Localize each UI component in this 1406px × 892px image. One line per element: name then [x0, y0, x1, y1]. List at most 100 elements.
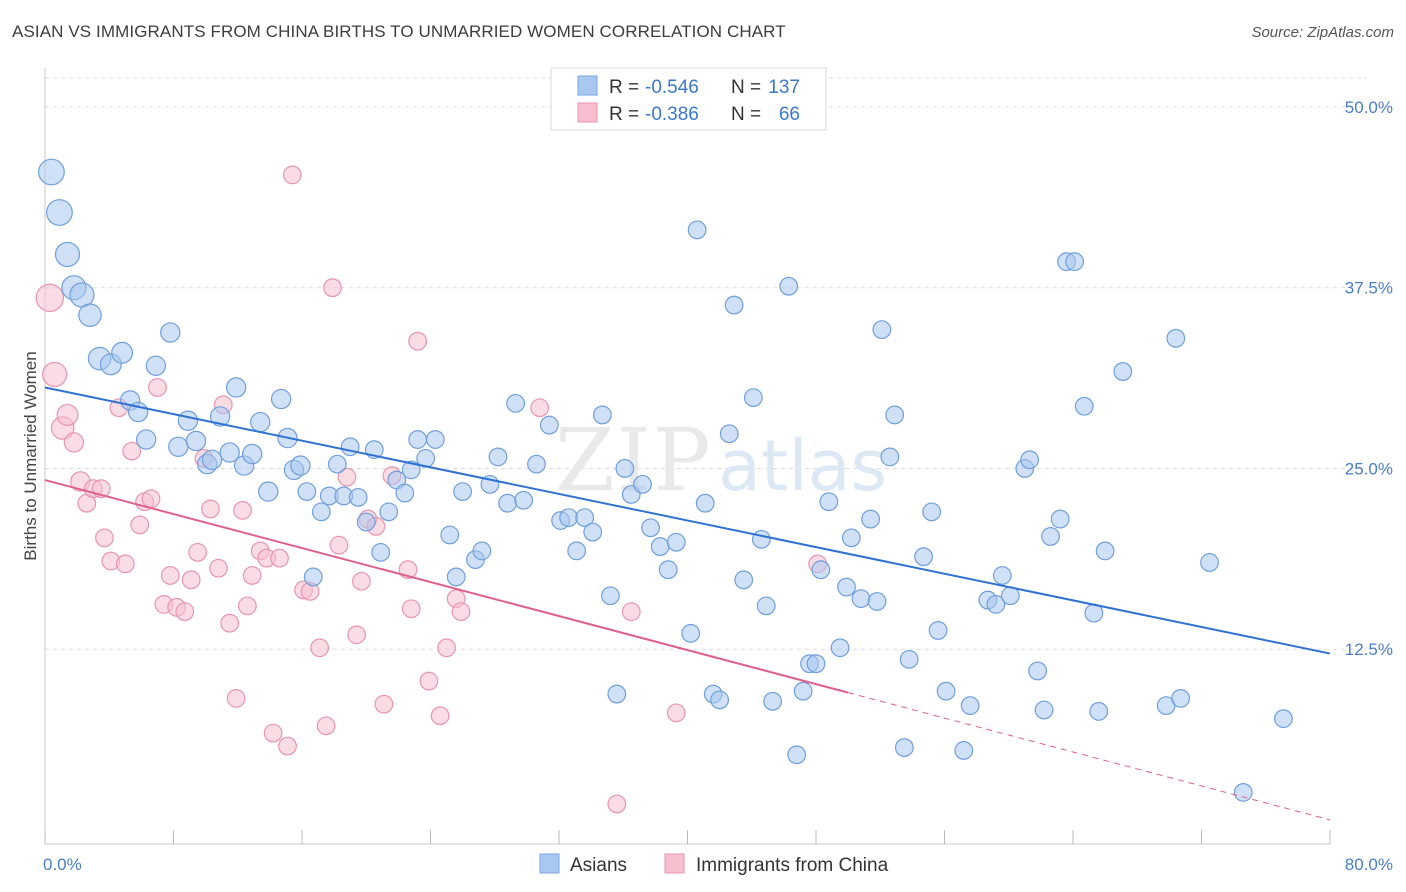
- point-asians: [225, 377, 247, 398]
- point-asians: [135, 429, 157, 450]
- legend-r-label: R =: [609, 77, 639, 98]
- point-asians: [710, 690, 730, 710]
- point-asians: [592, 405, 612, 425]
- bottom-legend-swatch-immigrants: [664, 853, 685, 874]
- point-immigrants: [242, 566, 262, 585]
- point-asians: [506, 393, 526, 413]
- point-asians: [583, 522, 603, 542]
- point-asians: [861, 509, 881, 529]
- point-asians: [601, 586, 620, 606]
- y-tick-label: 37.5%: [1345, 279, 1393, 298]
- point-asians: [408, 430, 428, 449]
- point-asians: [894, 738, 914, 757]
- point-asians: [290, 455, 311, 476]
- point-asians: [914, 547, 934, 567]
- point-immigrants: [175, 602, 195, 622]
- chart-title: ASIAN VS IMMIGRANTS FROM CHINA BIRTHS TO…: [12, 22, 786, 41]
- point-immigrants: [237, 596, 257, 616]
- x-tick-label: 80.0%: [1345, 855, 1393, 874]
- point-immigrants: [201, 499, 220, 519]
- point-immigrants: [278, 736, 297, 756]
- point-asians: [841, 528, 861, 548]
- point-asians: [472, 541, 492, 561]
- point-asians: [1050, 509, 1070, 529]
- legend-n-value: 137: [768, 77, 800, 98]
- point-asians: [687, 220, 707, 240]
- point-immigrants: [42, 361, 68, 388]
- point-immigrants: [122, 441, 142, 461]
- point-immigrants: [401, 599, 421, 619]
- point-asians: [724, 295, 744, 315]
- source-label: Source: ZipAtlas.com: [1251, 24, 1394, 41]
- point-asians: [1166, 328, 1186, 348]
- point-asians: [559, 508, 579, 528]
- legend-row-asians: R = -0.546 N = 137: [577, 75, 800, 98]
- point-asians: [1020, 450, 1040, 470]
- point-immigrants: [419, 671, 439, 691]
- point-immigrants: [430, 706, 450, 726]
- point-immigrants: [352, 571, 371, 591]
- point-immigrants: [621, 602, 641, 622]
- point-asians: [270, 388, 292, 410]
- point-asians: [242, 443, 263, 465]
- point-asians: [258, 481, 279, 502]
- y-tick-labels: 12.5% 25.0% 37.5% 50.0%: [1345, 98, 1393, 659]
- point-asians: [219, 442, 240, 463]
- point-asians: [1200, 553, 1219, 572]
- point-asians: [38, 158, 65, 186]
- legend-swatch-asians: [577, 75, 598, 96]
- legend-r-value: -0.546: [645, 77, 699, 98]
- point-asians: [615, 459, 635, 478]
- point-asians: [498, 493, 518, 513]
- point-immigrants: [310, 638, 330, 658]
- point-asians: [539, 415, 559, 435]
- point-asians: [992, 566, 1012, 585]
- point-asians: [666, 532, 686, 552]
- point-asians: [779, 276, 799, 296]
- point-asians: [348, 487, 368, 507]
- point-asians: [46, 199, 73, 226]
- point-asians: [514, 490, 534, 510]
- point-immigrants: [437, 638, 456, 658]
- trend-line-immigrants-extension: [847, 692, 1331, 821]
- point-asians: [327, 454, 347, 474]
- point-immigrants: [115, 554, 135, 574]
- point-asians: [734, 570, 754, 590]
- point-asians: [1065, 252, 1085, 272]
- point-immigrants: [148, 378, 167, 397]
- point-asians: [867, 592, 887, 611]
- point-asians: [1034, 700, 1054, 720]
- point-asians: [872, 320, 892, 340]
- point-asians: [1274, 709, 1293, 729]
- point-asians: [899, 649, 919, 669]
- series-immigrants-from-china: [35, 165, 828, 814]
- point-immigrants: [282, 165, 302, 185]
- trend-line-asians: [44, 386, 1331, 655]
- point-immigrants: [408, 331, 428, 351]
- point-asians: [177, 410, 199, 431]
- point-asians: [633, 474, 652, 494]
- point-asians: [1171, 689, 1191, 708]
- point-asians: [954, 741, 974, 760]
- point-asians: [575, 508, 595, 528]
- point-immigrants: [270, 548, 289, 568]
- watermark: ZIP atlas: [555, 411, 887, 511]
- bottom-legend: Asians Immigrants from China: [539, 853, 889, 876]
- point-asians: [567, 541, 587, 561]
- bottom-legend-swatch-asians: [539, 853, 560, 874]
- point-asians: [168, 436, 189, 457]
- point-asians: [356, 512, 376, 532]
- legend-n-label: N =: [731, 77, 761, 98]
- point-immigrants: [181, 570, 201, 590]
- point-immigrants: [347, 625, 367, 645]
- point-asians: [311, 502, 331, 522]
- legend-n-label: N =: [731, 104, 761, 125]
- point-immigrants: [209, 558, 228, 578]
- point-asians: [986, 595, 1006, 614]
- point-immigrants: [188, 542, 207, 562]
- point-asians: [1089, 702, 1109, 721]
- point-asians: [1095, 541, 1115, 561]
- legend-r-value: -0.386: [645, 104, 699, 125]
- point-asians: [1074, 396, 1094, 416]
